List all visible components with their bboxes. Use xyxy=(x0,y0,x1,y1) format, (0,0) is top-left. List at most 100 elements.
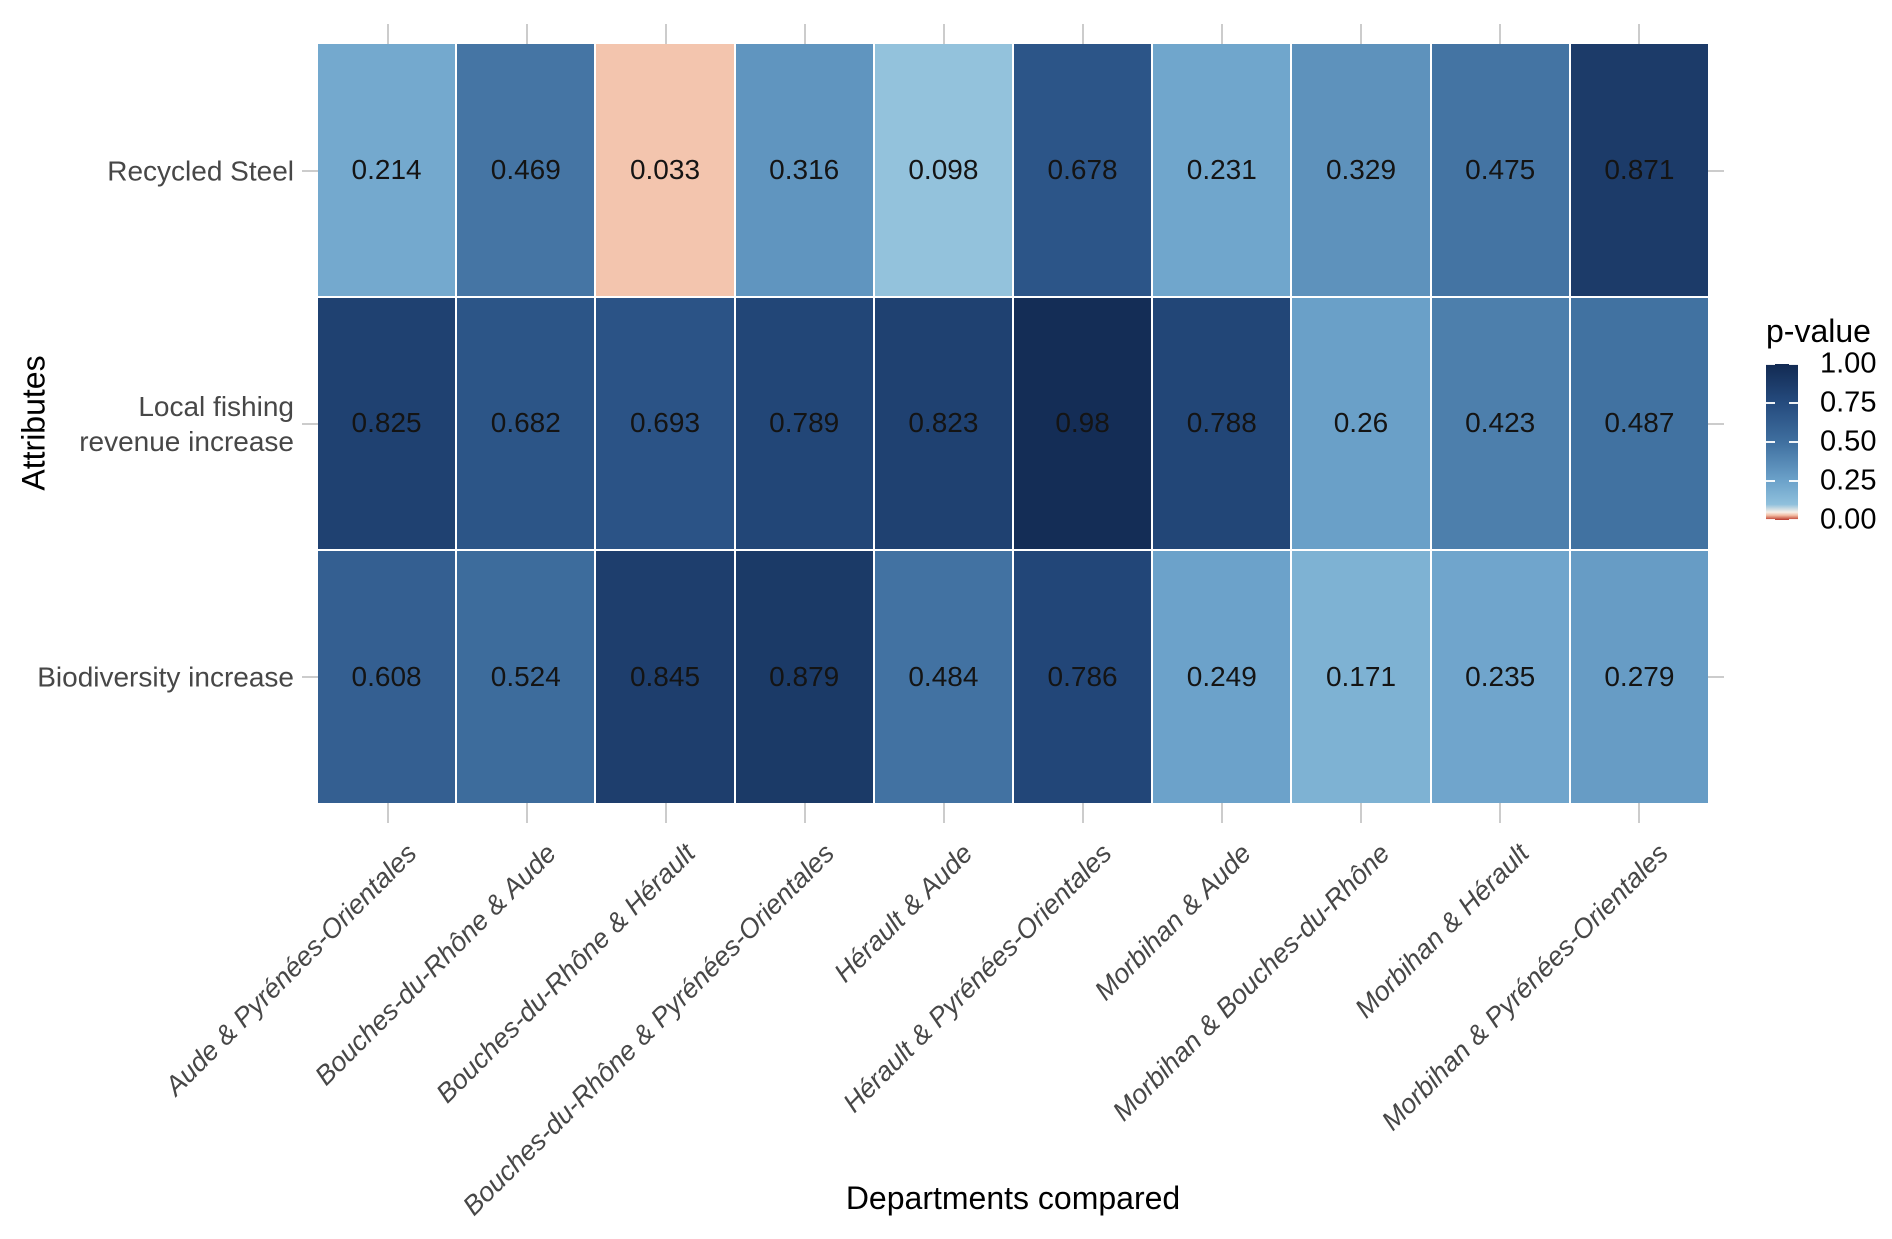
legend-tick-mark xyxy=(1789,402,1798,404)
legend-tick-mark xyxy=(1766,441,1775,443)
cell-value-label: 0.235 xyxy=(1465,661,1536,693)
heatmap-cell: 0.475 xyxy=(1431,44,1569,296)
heatmap-cell: 0.879 xyxy=(735,551,873,803)
cell-value-label: 0.789 xyxy=(769,407,840,439)
heatmap-cell: 0.786 xyxy=(1013,551,1152,803)
heatmap-panel: 0.214 0.469 0.033 0.316 0.098 0.678 0.231 0.329… xyxy=(318,44,1708,803)
heatmap-cell: 0.469 xyxy=(457,44,595,296)
axis-tick xyxy=(302,675,318,678)
axis-tick xyxy=(1359,803,1362,823)
legend-tick-mark xyxy=(1789,363,1798,365)
cell-value-label: 0.98 xyxy=(1055,407,1110,439)
heatmap-cell: 0.871 xyxy=(1570,44,1708,296)
cell-value-label: 0.788 xyxy=(1186,407,1257,439)
cell-value-label: 0.487 xyxy=(1604,407,1675,439)
axis-tick xyxy=(1708,169,1724,172)
cell-value-label: 0.329 xyxy=(1325,153,1397,185)
axis-tick xyxy=(1498,24,1501,44)
heatmap-cell: 0.249 xyxy=(1153,551,1291,803)
heatmap-cell: 0.423 xyxy=(1431,297,1569,550)
cell-value-label: 0.608 xyxy=(351,661,422,693)
x-axis-category-label: Hérault & Pyrénées-Orientales xyxy=(837,838,1118,1119)
cell-value-label: 0.786 xyxy=(1047,661,1118,693)
axis-tick xyxy=(942,24,945,44)
heatmap-cell: 0.98 xyxy=(1013,297,1152,550)
heatmap-cell: 0.825 xyxy=(318,297,456,550)
heatmap-cell: 0.487 xyxy=(1570,297,1708,550)
axis-tick xyxy=(1220,803,1223,823)
cell-value-label: 0.249 xyxy=(1186,661,1257,693)
cell-value-label: 0.678 xyxy=(1047,153,1118,185)
axis-tick xyxy=(302,422,318,425)
y-axis-category-label: Recycled Steel xyxy=(107,155,294,186)
axis-tick xyxy=(1708,422,1724,425)
axis-tick xyxy=(803,24,806,44)
axis-tick xyxy=(942,803,945,823)
cell-value-label: 0.524 xyxy=(490,661,561,693)
axis-tick xyxy=(302,169,318,172)
heatmap-cell: 0.171 xyxy=(1292,551,1430,803)
heatmap-cell: 0.279 xyxy=(1570,551,1708,803)
legend-tick-label: 0.75 xyxy=(1820,386,1877,419)
legend-tick-label: 1.00 xyxy=(1820,347,1877,380)
axis-tick xyxy=(1637,24,1640,44)
legend-tick-mark xyxy=(1766,363,1775,365)
heatmap-cell: 0.678 xyxy=(1013,44,1152,296)
axis-tick xyxy=(1081,803,1084,823)
axis-tick xyxy=(1708,675,1724,678)
cell-value-label: 0.845 xyxy=(629,661,701,693)
legend-tick-mark xyxy=(1789,441,1798,443)
cell-value-label: 0.231 xyxy=(1186,153,1257,185)
heatmap-cell: 0.316 xyxy=(735,44,873,296)
axis-tick xyxy=(1498,803,1501,823)
y-axis-category-label: Local fishing revenue increase xyxy=(79,390,294,457)
axis-tick xyxy=(525,24,528,44)
heatmap-cell: 0.033 xyxy=(596,44,734,296)
heatmap-cell: 0.231 xyxy=(1153,44,1291,296)
heatmap-cell: 0.235 xyxy=(1431,551,1569,803)
heatmap-cell: 0.329 xyxy=(1292,44,1430,296)
legend-tick-mark xyxy=(1766,480,1775,482)
x-axis-title: Departments compared xyxy=(845,1180,1181,1216)
heatmap-cell: 0.788 xyxy=(1153,297,1291,550)
cell-value-label: 0.316 xyxy=(769,153,840,185)
axis-tick xyxy=(1637,803,1640,823)
cell-value-label: 0.475 xyxy=(1465,153,1536,185)
axis-tick xyxy=(386,24,389,44)
cell-value-label: 0.682 xyxy=(490,407,561,439)
legend-title: p-value xyxy=(1766,313,1871,349)
heatmap-cell: 0.845 xyxy=(596,551,734,803)
legend-tick-label: 0.00 xyxy=(1820,503,1877,536)
legend-tick-mark xyxy=(1789,480,1798,482)
heatmap-cell: 0.682 xyxy=(457,297,595,550)
heatmap-cell: 0.214 xyxy=(318,44,456,296)
axis-tick xyxy=(664,803,667,823)
cell-value-label: 0.171 xyxy=(1325,661,1397,693)
axis-tick xyxy=(1220,24,1223,44)
axis-tick xyxy=(1359,24,1362,44)
heatmap-cell: 0.098 xyxy=(874,44,1012,296)
heatmap-cell: 0.608 xyxy=(318,551,456,803)
x-axis-category-label: Morbihan & Pyrénées-Orientales xyxy=(1375,838,1674,1137)
x-axis-category-label: Morbihan & Bouches-du-Rhône xyxy=(1107,838,1396,1127)
heatmap-cell: 0.26 xyxy=(1292,297,1430,550)
axis-tick xyxy=(664,24,667,44)
axis-tick xyxy=(386,803,389,823)
cell-value-label: 0.871 xyxy=(1604,153,1675,185)
cell-value-label: 0.033 xyxy=(629,153,701,185)
x-axis-category-label: Hérault & Aude xyxy=(828,838,979,988)
legend-tick-mark xyxy=(1766,402,1775,404)
x-axis-category-label: Bouches-du-Rhône & Aude xyxy=(308,838,562,1091)
legend-tick-mark xyxy=(1789,519,1798,521)
cell-value-label: 0.423 xyxy=(1465,407,1536,439)
cell-value-label: 0.484 xyxy=(908,661,979,693)
legend-tick-label: 0.25 xyxy=(1820,464,1877,497)
heatmap-cell: 0.524 xyxy=(457,551,595,803)
y-axis-category-label: Biodiversity increase xyxy=(37,661,294,692)
cell-value-label: 0.469 xyxy=(490,153,561,185)
cell-value-label: 0.279 xyxy=(1604,661,1675,693)
cell-value-label: 0.825 xyxy=(351,407,422,439)
axis-tick xyxy=(525,803,528,823)
heatmap-cell: 0.789 xyxy=(735,297,873,550)
